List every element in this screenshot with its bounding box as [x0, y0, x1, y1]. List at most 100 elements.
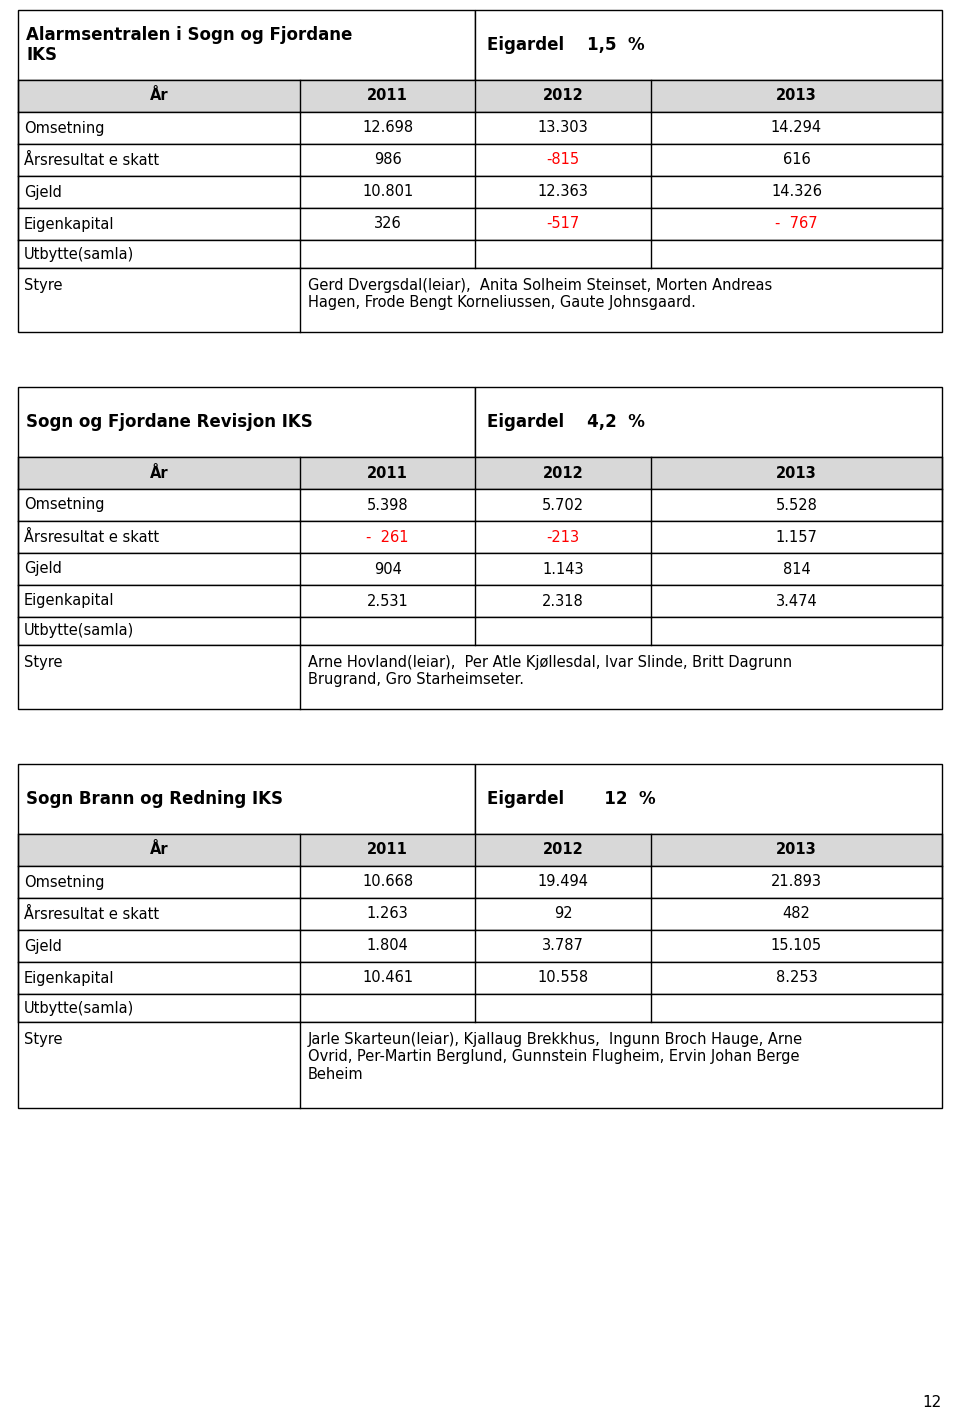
Text: 616: 616 [782, 153, 810, 167]
Bar [18, 488, 942, 521]
Text: 14.294: 14.294 [771, 120, 822, 136]
Text: 2011: 2011 [367, 89, 408, 103]
Text: Jarle Skarteun(leiar), Kjallaug Brekkhus,  Ingunn Broch Hauge, Arne
Ovrid, Per-M: Jarle Skarteun(leiar), Kjallaug Brekkhus… [308, 1032, 803, 1082]
Text: Omsetning: Omsetning [24, 120, 105, 136]
Bar [18, 617, 942, 645]
Bar [18, 144, 942, 176]
Text: 13.303: 13.303 [538, 120, 588, 136]
Text: 2011: 2011 [367, 466, 408, 480]
Text: Utbytte(samla): Utbytte(samla) [24, 247, 134, 261]
Text: Gerd Dvergsdal(leiar),  Anita Solheim Steinset, Morten Andreas
Hagen, Frode Beng: Gerd Dvergsdal(leiar), Anita Solheim Ste… [308, 278, 772, 310]
Text: År: År [150, 843, 168, 857]
Text: 8.253: 8.253 [776, 971, 817, 985]
Text: 2.531: 2.531 [367, 594, 408, 608]
Text: 1.157: 1.157 [776, 530, 817, 544]
Text: 2011: 2011 [367, 843, 408, 857]
Bar [18, 1022, 942, 1108]
Text: 19.494: 19.494 [538, 874, 588, 890]
Text: -  261: - 261 [367, 530, 409, 544]
Bar [18, 865, 942, 898]
Text: 2.318: 2.318 [542, 594, 584, 608]
Text: 10.668: 10.668 [362, 874, 413, 890]
Text: -213: -213 [546, 530, 580, 544]
Text: Styre: Styre [24, 1032, 62, 1047]
Text: 12: 12 [923, 1395, 942, 1409]
Text: -815: -815 [546, 153, 580, 167]
Text: Gjeld: Gjeld [24, 561, 61, 577]
Text: Sogn Brann og Redning IKS: Sogn Brann og Redning IKS [26, 790, 283, 808]
Text: 326: 326 [373, 217, 401, 231]
Bar [18, 521, 942, 553]
Bar [18, 240, 942, 268]
Text: 814: 814 [782, 561, 810, 577]
Bar [18, 553, 942, 585]
Text: Utbytte(samla): Utbytte(samla) [24, 1001, 134, 1015]
Bar [18, 387, 475, 457]
Text: Eigardel    1,5  %: Eigardel 1,5 % [488, 36, 645, 54]
Bar [18, 930, 942, 962]
Text: 5.528: 5.528 [776, 497, 817, 513]
Text: Gjeld: Gjeld [24, 938, 61, 954]
Text: 2013: 2013 [776, 466, 817, 480]
Bar [18, 898, 942, 930]
Text: 12.698: 12.698 [362, 120, 413, 136]
Text: Alarmsentralen i Sogn og Fjordane
IKS: Alarmsentralen i Sogn og Fjordane IKS [26, 26, 352, 64]
Text: Eigenkapital: Eigenkapital [24, 217, 114, 231]
Bar [18, 457, 942, 488]
Bar [475, 10, 942, 80]
Bar [18, 962, 942, 994]
Bar [18, 10, 475, 80]
Text: 12.363: 12.363 [538, 184, 588, 200]
Text: 1.143: 1.143 [542, 561, 584, 577]
Text: Eigenkapital: Eigenkapital [24, 594, 114, 608]
Text: Eigenkapital: Eigenkapital [24, 971, 114, 985]
Text: 1.804: 1.804 [367, 938, 409, 954]
Text: 14.326: 14.326 [771, 184, 822, 200]
Text: Arne Hovland(leiar),  Per Atle Kjøllesdal, Ivar Slinde, Britt Dagrunn
Brugrand, : Arne Hovland(leiar), Per Atle Kjøllesdal… [308, 655, 792, 687]
Text: 3.787: 3.787 [542, 938, 584, 954]
Text: 1.263: 1.263 [367, 907, 408, 921]
Text: 986: 986 [373, 153, 401, 167]
Text: 92: 92 [554, 907, 572, 921]
Text: Utbytte(samla): Utbytte(samla) [24, 624, 134, 638]
Text: Omsetning: Omsetning [24, 874, 105, 890]
Text: Årsresultat e skatt: Årsresultat e skatt [24, 907, 159, 921]
Text: Styre: Styre [24, 655, 62, 670]
Text: Omsetning: Omsetning [24, 497, 105, 513]
Text: 904: 904 [373, 561, 401, 577]
Bar [18, 111, 942, 144]
Text: 10.461: 10.461 [362, 971, 413, 985]
Bar [475, 764, 942, 834]
Text: Årsresultat e skatt: Årsresultat e skatt [24, 153, 159, 167]
Text: Styre: Styre [24, 278, 62, 293]
Text: 2013: 2013 [776, 89, 817, 103]
Text: -517: -517 [546, 217, 580, 231]
Bar [18, 645, 942, 708]
Text: 2012: 2012 [542, 89, 584, 103]
Text: 2013: 2013 [776, 843, 817, 857]
Text: 5.702: 5.702 [542, 497, 585, 513]
Bar [18, 834, 942, 865]
Text: 15.105: 15.105 [771, 938, 822, 954]
Text: 3.474: 3.474 [776, 594, 817, 608]
Text: -  767: - 767 [775, 217, 818, 231]
Text: 21.893: 21.893 [771, 874, 822, 890]
Bar [18, 80, 942, 111]
Text: 2012: 2012 [542, 843, 584, 857]
Bar [18, 176, 942, 208]
Bar [18, 268, 942, 331]
Text: 10.801: 10.801 [362, 184, 413, 200]
Text: År: År [150, 466, 168, 480]
Text: 10.558: 10.558 [538, 971, 588, 985]
Text: Sogn og Fjordane Revisjon IKS: Sogn og Fjordane Revisjon IKS [26, 413, 313, 431]
Text: 2012: 2012 [542, 466, 584, 480]
Text: Gjeld: Gjeld [24, 184, 61, 200]
Bar [475, 387, 942, 457]
Bar [18, 764, 475, 834]
Bar [18, 994, 942, 1022]
Text: Årsresultat e skatt: Årsresultat e skatt [24, 530, 159, 544]
Text: År: År [150, 89, 168, 103]
Text: 5.398: 5.398 [367, 497, 408, 513]
Text: Eigardel    4,2  %: Eigardel 4,2 % [488, 413, 645, 431]
Text: Eigardel       12  %: Eigardel 12 % [488, 790, 656, 808]
